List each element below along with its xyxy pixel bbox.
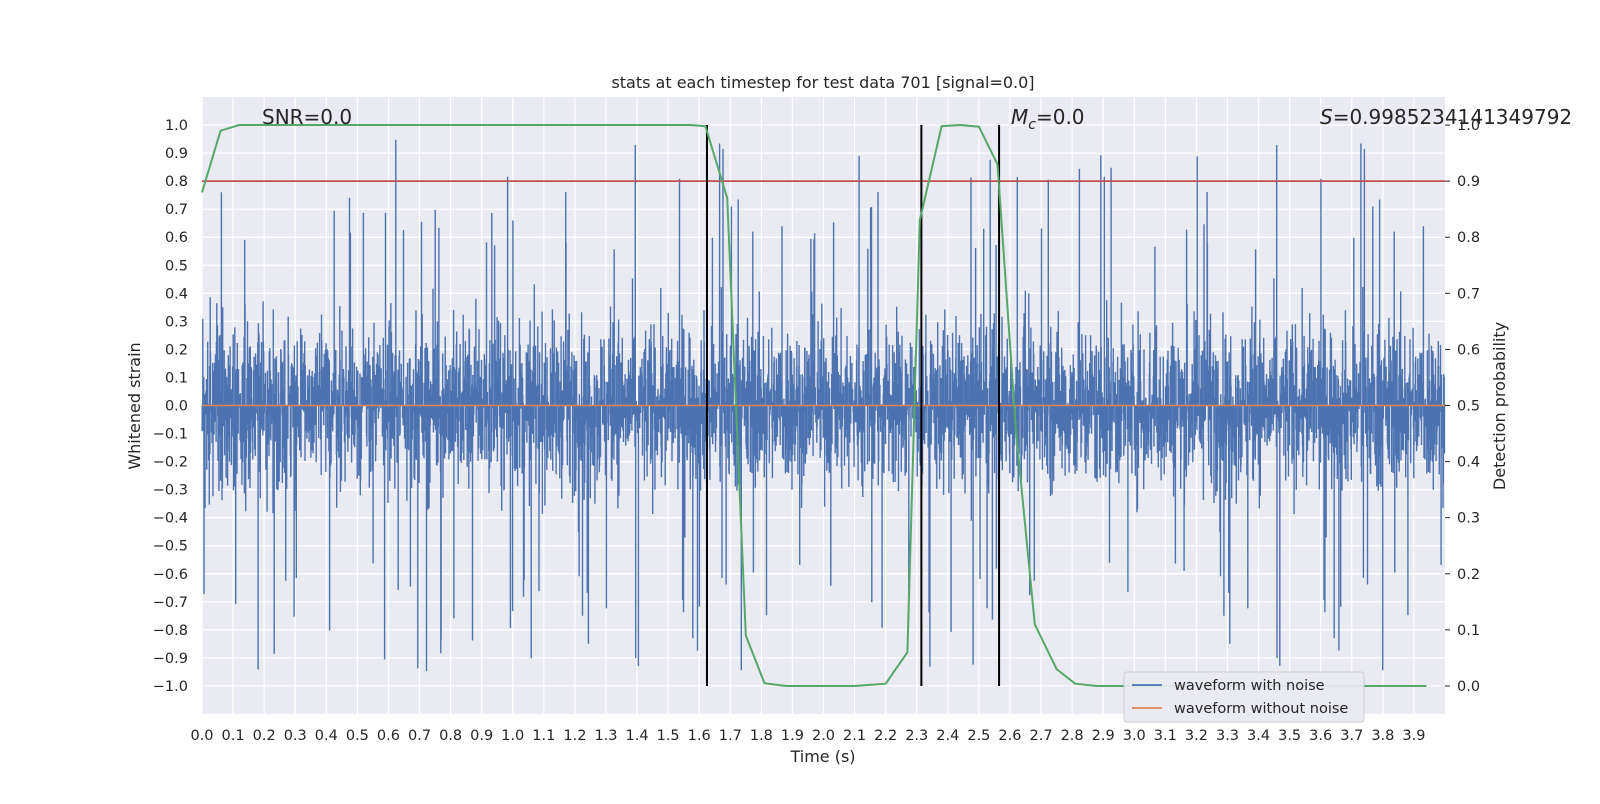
- x-tick-label: 0.8: [439, 728, 462, 744]
- x-tick-label: 1.3: [594, 728, 617, 744]
- y-tick-label: 0.5: [165, 258, 188, 274]
- vertical-markers: [705, 125, 1001, 686]
- y-tick-label: 0.9: [165, 146, 188, 162]
- x-tick-label: 0.5: [346, 728, 369, 744]
- x-tick-label: 3.2: [1185, 728, 1208, 744]
- y-tick-label: −0.4: [153, 511, 188, 527]
- y-tick-label: −0.8: [153, 623, 188, 639]
- y2-tick-label: 0.6: [1457, 342, 1480, 358]
- x-tick-label: 2.0: [812, 728, 835, 744]
- x-tick-label: 1.0: [501, 728, 524, 744]
- y2-tick-label: 0.5: [1457, 399, 1480, 415]
- y2-axis-label: Detection probability: [1490, 322, 1509, 490]
- annotation-mc-sub: c: [1028, 117, 1036, 133]
- y2-tick-label: 0.3: [1457, 511, 1480, 527]
- y-tick-label: 0.8: [165, 174, 188, 190]
- x-tick-label: 2.4: [936, 728, 959, 744]
- y-tick-label: 0.6: [165, 230, 188, 246]
- x-tick-label: 3.6: [1309, 728, 1332, 744]
- x-tick-label: 2.2: [874, 728, 897, 744]
- x-tick-label: 0.0: [190, 728, 213, 744]
- x-tick-label: 0.1: [222, 728, 245, 744]
- x-tick-label: 0.3: [284, 728, 307, 744]
- x-tick-label: 0.2: [253, 728, 276, 744]
- y-tick-label: 0.4: [165, 286, 188, 302]
- x-tick-label: 0.7: [408, 728, 431, 744]
- annotation-s-value: =0.9985234141349792: [1333, 105, 1572, 129]
- x-tick-label: 3.5: [1278, 728, 1301, 744]
- x-tick-label: 0.9: [470, 728, 493, 744]
- series-detection-probability: [201, 123, 1427, 687]
- x-tick-label: 3.8: [1371, 728, 1394, 744]
- x-tick-label: 3.0: [1123, 728, 1146, 744]
- x-tick-label: 1.2: [563, 728, 586, 744]
- y-tick-label: 0.3: [165, 314, 188, 330]
- x-tick-label: 2.5: [967, 728, 990, 744]
- y-tick-label: −0.2: [153, 455, 188, 471]
- x-tick-label: 0.6: [377, 728, 400, 744]
- annotation-snr: SNR=0.0: [262, 105, 352, 129]
- chart-title: stats at each timestep for test data 701…: [611, 73, 1034, 92]
- y2-tick-label: 1.0: [1457, 118, 1480, 134]
- y2-tick-label: 0.9: [1457, 174, 1480, 190]
- series-waveform-with-noise: [201, 139, 1446, 671]
- y-tick-label: 0.2: [165, 342, 188, 358]
- x-tick-label: 1.6: [688, 728, 711, 744]
- x-tick-label: 1.5: [657, 728, 680, 744]
- legend-box: [1123, 671, 1365, 723]
- x-axis-label: Time (s): [789, 747, 855, 766]
- x-tick-label: 1.7: [719, 728, 742, 744]
- y2-axis-ticks: 1.0 0.9 0.8 0.7 0.6 0.5 0.4 0.3 0.2 0.1 0.0: [1445, 118, 1480, 695]
- x-tick-label: 2.7: [1029, 728, 1052, 744]
- y-tick-label: 0.0: [165, 399, 188, 415]
- annotation-mc: Mc=0.0: [1011, 105, 1085, 133]
- y-tick-label: −0.1: [153, 427, 188, 443]
- y-tick-label: −0.9: [153, 651, 188, 667]
- y2-tick-label: 0.2: [1457, 567, 1480, 583]
- x-tick-label: 1.9: [781, 728, 804, 744]
- y2-tick-label: 0.0: [1457, 679, 1480, 695]
- x-tick-label: 2.8: [1061, 728, 1084, 744]
- legend: waveform with noise waveform without noi…: [1123, 671, 1365, 723]
- y-tick-label: 0.7: [165, 202, 188, 218]
- annotation-mc-symbol: M: [1011, 105, 1028, 129]
- y2-tick-label: 0.1: [1457, 623, 1480, 639]
- x-tick-label: 2.3: [905, 728, 928, 744]
- y2-tick-label: 0.7: [1457, 286, 1480, 302]
- x-tick-label: 3.3: [1216, 728, 1239, 744]
- noise-trace: [201, 139, 1446, 671]
- y2-tick-label: 0.8: [1457, 230, 1480, 246]
- annotation-mc-value: =0.0: [1036, 105, 1085, 129]
- y-tick-label: −0.3: [153, 483, 188, 499]
- y2-tick-label: 0.4: [1457, 455, 1480, 471]
- legend-label-clean: waveform without noise: [1174, 701, 1348, 717]
- x-tick-label: 2.1: [843, 728, 866, 744]
- x-tick-label: 3.9: [1402, 728, 1425, 744]
- legend-label-noise: waveform with noise: [1174, 678, 1325, 694]
- annotation-s: S=0.9985234141349792: [1320, 105, 1572, 129]
- x-axis-ticks: 0.0 0.1 0.2 0.3 0.4 0.5 0.6 0.7 0.8 0.9 1.0 1.1 1.2 1…: [190, 728, 1425, 744]
- y-axis-label: Whitened strain: [125, 342, 144, 469]
- x-tick-label: 2.6: [998, 728, 1021, 744]
- x-tick-label: 3.1: [1154, 728, 1177, 744]
- x-tick-label: 3.4: [1247, 728, 1270, 744]
- y-tick-label: −0.5: [153, 539, 188, 555]
- y-axis-ticks: 1.0 0.9 0.8 0.7 0.6 0.5 0.4 0.3 0.2 0.1 0.0 −0.1 −0.…: [153, 118, 188, 695]
- x-tick-label: 2.9: [1092, 728, 1115, 744]
- annotation-s-symbol: S: [1320, 105, 1333, 129]
- y-tick-label: −0.6: [153, 567, 188, 583]
- x-tick-label: 1.8: [750, 728, 773, 744]
- x-tick-label: 3.7: [1340, 728, 1363, 744]
- x-tick-label: 1.4: [626, 728, 649, 744]
- x-tick-label: 0.4: [315, 728, 338, 744]
- y-tick-label: 1.0: [165, 118, 188, 134]
- y-tick-label: 0.1: [165, 370, 188, 386]
- y-tick-label: −1.0: [153, 679, 188, 695]
- x-tick-label: 1.1: [532, 728, 555, 744]
- y-tick-label: −0.7: [153, 595, 188, 611]
